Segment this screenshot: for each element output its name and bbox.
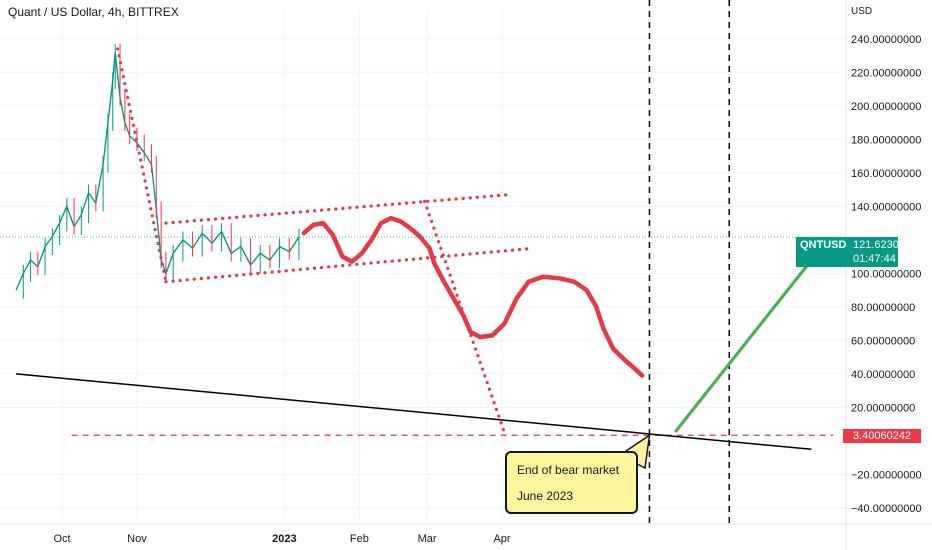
y-tick-label: −40.00000000 bbox=[851, 503, 922, 515]
series-layer bbox=[15, 43, 814, 433]
annotation-callout[interactable]: End of bear market June 2023 bbox=[505, 451, 638, 514]
callout-line-1: End of bear market bbox=[517, 463, 620, 477]
y-tick-label: 240.00000000 bbox=[851, 34, 921, 46]
dotted-channel-line bbox=[116, 47, 168, 284]
y-tick-label: 100.00000000 bbox=[851, 268, 921, 280]
x-tick-label: Feb bbox=[350, 533, 369, 545]
grid-layer bbox=[0, 38, 846, 509]
callout-line-2: June 2023 bbox=[517, 489, 574, 503]
x-tick-label: Apr bbox=[493, 533, 510, 545]
trendline-layer bbox=[16, 373, 812, 451]
x-axis: Oct Nov 2023 Feb Mar Apr bbox=[53, 533, 510, 545]
y-tick-label: 220.00000000 bbox=[851, 67, 921, 79]
currency-label: USD bbox=[851, 6, 873, 17]
y-tick-label: 160.00000000 bbox=[851, 168, 921, 180]
drawings-layer bbox=[116, 47, 536, 435]
dotted-channel-line bbox=[164, 246, 536, 284]
y-tick-label: 20.00000000 bbox=[851, 402, 915, 414]
y-tick-label: 60.00000000 bbox=[851, 335, 915, 347]
current-price-badge[interactable]: QNTUSD 121.62300000 01:47:44 bbox=[796, 237, 923, 267]
y-tick-label: 80.00000000 bbox=[851, 302, 915, 314]
target-level-layer bbox=[0, 236, 846, 436]
recovery-arrow-line bbox=[674, 258, 814, 433]
symbol-label: QNTUSD bbox=[800, 239, 847, 251]
y-tick-label: 40.00000000 bbox=[851, 369, 915, 381]
x-tick-label: 2023 bbox=[272, 533, 296, 545]
vertical-markers-layer bbox=[648, 0, 731, 525]
price-series-line bbox=[15, 51, 300, 291]
dotted-channel-line bbox=[164, 193, 511, 225]
projection-path bbox=[301, 215, 645, 378]
chart-title: Quant / US Dollar, 4h, BITTREX bbox=[8, 5, 179, 19]
x-tick-label: Oct bbox=[53, 533, 70, 545]
candle-countdown: 01:47:44 bbox=[853, 253, 896, 265]
target-level-badge[interactable]: 3.40060242 bbox=[843, 429, 921, 443]
y-axis: 240.00000000 220.00000000 200.00000000 180.… bbox=[851, 34, 922, 515]
x-tick-label: Nov bbox=[127, 533, 147, 545]
y-tick-label: −20.00000000 bbox=[851, 469, 922, 481]
x-tick-label: Mar bbox=[418, 533, 437, 545]
trendline bbox=[16, 373, 812, 451]
current-price-value: 121.62300000 bbox=[853, 239, 924, 251]
y-tick-label: 140.00000000 bbox=[851, 201, 921, 213]
y-tick-label: 180.00000000 bbox=[851, 134, 921, 146]
y-tick-label: 200.00000000 bbox=[851, 101, 921, 113]
